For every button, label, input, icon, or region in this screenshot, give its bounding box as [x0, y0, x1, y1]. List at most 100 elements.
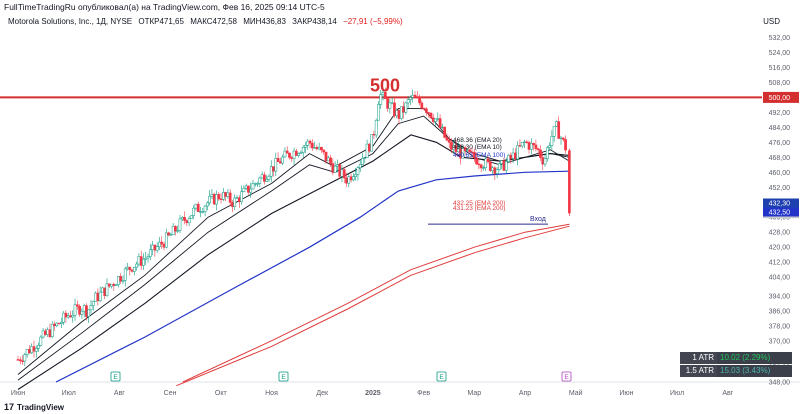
candle-body [210, 193, 214, 197]
x-tick-label: Авг [722, 390, 733, 397]
candle-body [413, 94, 417, 98]
candle-body [235, 197, 239, 199]
candle-body [399, 106, 403, 119]
candle-body [555, 121, 558, 127]
entry-label: Вход [530, 216, 546, 223]
candle-body [534, 144, 538, 149]
candle-body [190, 215, 193, 219]
candle-body [272, 166, 275, 172]
y-tick-label: 404,00 [769, 275, 791, 282]
candle-body [251, 183, 255, 190]
candle-body [338, 164, 342, 177]
candle-body [128, 266, 132, 271]
y-tick-label: 532,00 [769, 35, 791, 42]
x-tick-label: Мар [467, 390, 481, 397]
candle-body [194, 203, 198, 209]
x-tick-label: Дек [316, 390, 329, 397]
candle-body [30, 346, 34, 354]
candle-body [283, 150, 287, 158]
earnings-marker-letter: E [439, 374, 444, 381]
candle-body [315, 147, 319, 150]
candle-body [468, 149, 472, 153]
candle-body [53, 323, 56, 327]
candle-body [320, 146, 323, 151]
candle-body [516, 145, 519, 160]
candle-body [486, 158, 490, 162]
y-tick-label: 492,00 [769, 110, 791, 117]
candle-body [183, 216, 186, 221]
candle-body [55, 322, 59, 327]
candle-body [34, 348, 38, 352]
candle-body [383, 92, 387, 99]
candle-body [260, 174, 264, 179]
candle-body [520, 142, 524, 147]
candle-body [372, 134, 376, 136]
earnings-marker-icon [561, 371, 572, 382]
candle-body [212, 193, 216, 205]
candle-body [98, 291, 102, 302]
open-value: ОТКР471,65 [138, 17, 184, 26]
candle-body [559, 137, 563, 139]
x-tick-label: Ноя [265, 390, 278, 397]
candle-body [304, 145, 307, 148]
candle-body [438, 118, 442, 128]
ema-price-tag-text: 432,30 [769, 201, 791, 208]
candle-body-last [568, 150, 571, 214]
candle-body [310, 142, 314, 149]
candle-body [110, 284, 113, 287]
candle-body [274, 157, 278, 172]
candle-body [144, 257, 148, 260]
candle-body [117, 276, 120, 286]
candle-body [174, 226, 177, 232]
candle-body [454, 145, 458, 152]
y-tick-label: 428,00 [769, 230, 791, 237]
candle-body [365, 143, 369, 159]
candle-body [390, 102, 394, 104]
candle-body [73, 304, 77, 316]
candle-body [164, 232, 168, 248]
candle-body [281, 156, 285, 164]
candle-body [23, 354, 27, 362]
x-tick-label: Фев [417, 390, 430, 397]
candle-body [299, 152, 303, 154]
candle-body [269, 166, 273, 177]
candle-body [249, 188, 253, 193]
x-tick-label: Май [569, 389, 583, 397]
candle-body [529, 143, 533, 150]
low-value: МИН436,83 [243, 17, 286, 26]
candle-body [393, 102, 396, 117]
y-tick-label: 484,00 [769, 125, 791, 132]
x-tick-label: Июн [11, 390, 25, 397]
candle-body [420, 102, 424, 109]
candle-body [406, 99, 410, 104]
y-tick-label: 460,00 [769, 170, 791, 177]
candle-body [514, 152, 517, 160]
candle-body [443, 126, 446, 138]
ema-value-label: 432.25 (EMA 200) [453, 200, 505, 207]
candle-body [333, 165, 337, 173]
candle-body [82, 305, 86, 312]
candle-body [203, 205, 207, 212]
atr-name: 1 ATR [680, 352, 717, 364]
ema-line-1 [17, 108, 570, 375]
candle-body [395, 110, 399, 117]
y-tick-label: 348,00 [769, 380, 791, 387]
ema-value-label: 468.30 (EMA 10) [453, 144, 502, 151]
candle-body [119, 276, 123, 282]
currency-label: USD [763, 17, 780, 26]
candle-body [228, 192, 232, 203]
x-tick-label: Апр [519, 390, 531, 397]
candle-body [358, 164, 362, 168]
candle-body [361, 158, 364, 165]
candle-body [461, 147, 465, 159]
earnings-marker-icon [278, 371, 289, 382]
candle-body [50, 323, 54, 337]
candle-body [32, 346, 36, 352]
candle-body [429, 112, 433, 119]
y-tick-label: 436,00 [769, 215, 791, 222]
candle-body [69, 315, 72, 318]
candle-body [80, 310, 84, 315]
candle-body [151, 244, 154, 250]
candle-body [155, 246, 159, 251]
